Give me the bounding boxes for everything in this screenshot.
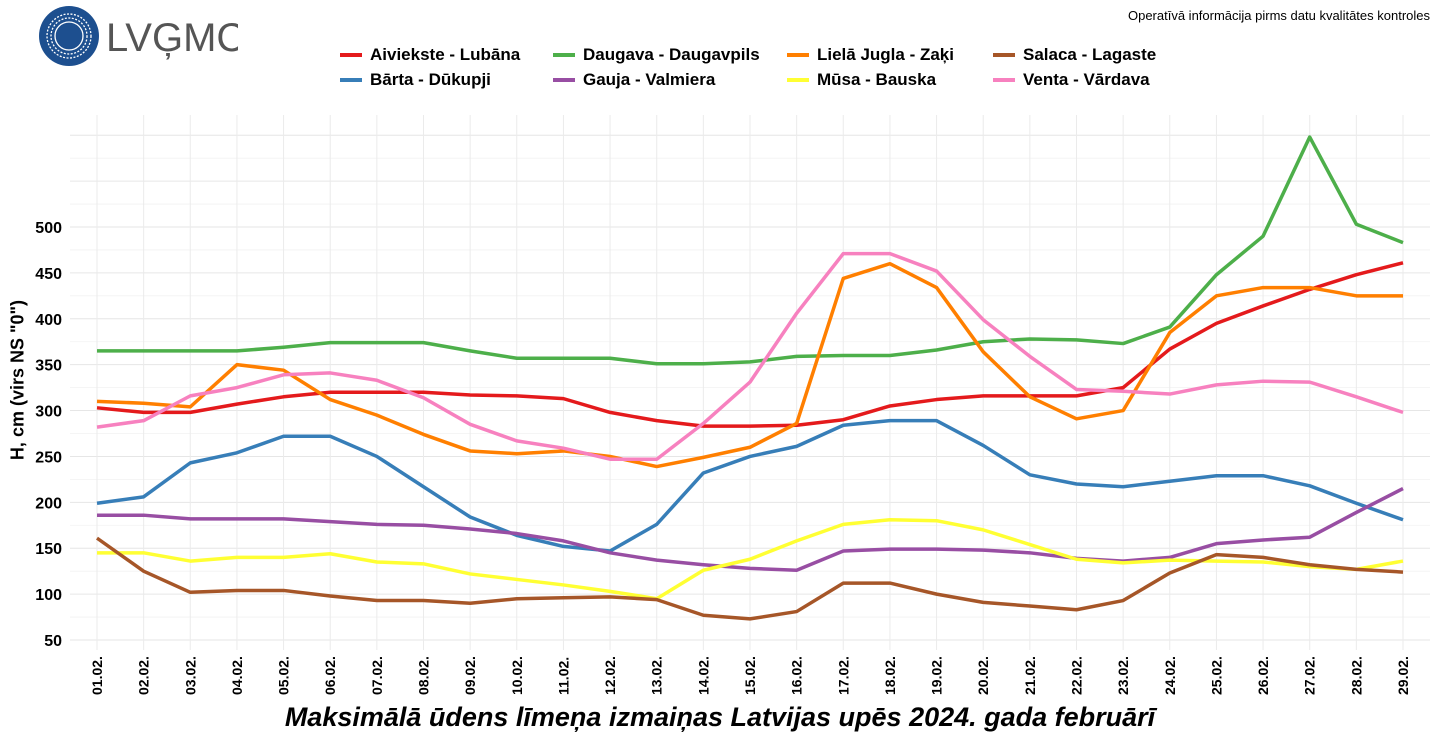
legend-item: Venta - Vārdava [993, 67, 1193, 92]
legend-label: Daugava - Daugavpils [583, 44, 760, 64]
x-tick-label: 02.02. [136, 656, 152, 695]
y-tick-label: 50 [44, 633, 62, 650]
x-tick-label: 26.02. [1255, 656, 1271, 695]
disclaimer-note: Operatīvā informācija pirms datu kvalitā… [1127, 8, 1430, 23]
legend-item: Daugava - Daugavpils [553, 42, 787, 67]
x-tick-label: 24.02. [1162, 656, 1178, 695]
x-tick-label: 17.02. [835, 656, 851, 695]
series-line-aiviekste-lub-na [96, 261, 1404, 428]
legend-swatch [993, 77, 1015, 82]
legend-item: Lielā Jugla - Zaķi [787, 42, 993, 67]
y-axis-label: H, cm (virs NS "0") [7, 299, 28, 461]
series-line-salaca-lagaste [95, 536, 1404, 621]
legend-label: Bārta - Dūkupji [370, 69, 491, 89]
series-line-venta-v-rdava [96, 251, 1404, 461]
x-tick-label: 29.02. [1395, 656, 1411, 695]
y-tick-label: 150 [35, 541, 62, 558]
x-tick-label: 28.02. [1348, 656, 1364, 695]
legend-swatch [787, 77, 809, 82]
x-tick-label: 08.02. [416, 656, 432, 695]
x-tick-label: 07.02. [369, 656, 385, 695]
x-tick-label: 18.02. [882, 656, 898, 695]
legend-item: Mūsa - Bauska [787, 67, 993, 92]
x-tick-label: 05.02. [276, 656, 292, 695]
x-tick-label: 27.02. [1302, 656, 1318, 695]
legend-swatch [787, 52, 809, 57]
y-tick-label: 250 [35, 449, 62, 466]
series-line-b-rta-d-kupji [96, 418, 1404, 553]
y-tick-label: 400 [35, 312, 62, 329]
chart-title: Maksimālā ūdens līmeņa izmaiņas Latvijas… [284, 702, 1156, 732]
x-tick-label: 19.02. [929, 656, 945, 695]
x-tick-label: 01.02. [89, 656, 105, 695]
legend-item: Gauja - Valmiera [553, 67, 787, 92]
x-tick-label: 06.02. [322, 656, 338, 695]
series-line-gauja-valmiera [97, 487, 1404, 573]
svg-text:LVĢMC: LVĢMC [106, 16, 238, 60]
y-tick-label: 200 [35, 495, 62, 512]
lvgmc-logo: LVĢMC [38, 5, 245, 67]
legend-item: Aiviekste - Lubāna [340, 42, 553, 67]
legend-label: Aiviekste - Lubāna [370, 44, 521, 64]
legend-swatch [553, 77, 575, 82]
x-tick-label: 13.02. [649, 656, 665, 695]
x-tick-label: 10.02. [509, 656, 525, 695]
y-tick-label: 500 [35, 220, 62, 237]
series-line-m-sa-bauska [97, 518, 1404, 601]
legend: Aiviekste - Lubāna Bārta - Dūkupji Daugava… [340, 42, 1193, 92]
x-tick-label: 21.02. [1022, 656, 1038, 695]
legend-swatch [993, 52, 1015, 57]
series-line-liel-jugla-za-i [96, 261, 1403, 469]
legend-swatch [340, 52, 362, 57]
logo-globe-icon: LVĢMC [39, 6, 245, 66]
y-tick-label: 350 [35, 358, 62, 375]
legend-item: Bārta - Dūkupji [340, 67, 553, 92]
x-tick-label: 11.02. [555, 657, 571, 695]
legend-label: Salaca - Lagaste [1023, 44, 1157, 64]
series-line-daugava-daugavpils [97, 135, 1404, 366]
x-tick-label: 03.02. [182, 656, 198, 695]
legend-label: Lielā Jugla - Zaķi [817, 44, 954, 64]
y-tick-label: 300 [35, 404, 62, 421]
x-tick-label: 20.02. [975, 656, 991, 695]
x-tick-label: 25.02. [1208, 656, 1224, 695]
y-tick-label: 450 [35, 266, 62, 283]
legend-label: Gauja - Valmiera [583, 69, 716, 89]
x-tick-label: 09.02. [462, 656, 478, 695]
x-tick-label: 23.02. [1115, 656, 1131, 695]
x-tick-label: 16.02. [789, 656, 805, 695]
x-tick-label: 12.02. [602, 656, 618, 695]
x-tick-label: 04.02. [229, 656, 245, 695]
y-tick-label: 100 [35, 587, 62, 604]
legend-item: Salaca - Lagaste [993, 42, 1193, 67]
legend-swatch [340, 77, 362, 82]
x-tick-label: 14.02. [695, 656, 711, 695]
legend-label: Mūsa - Bauska [817, 69, 937, 89]
x-tick-label: 15.02. [742, 656, 758, 695]
x-tick-label: 22.02. [1069, 656, 1085, 695]
legend-swatch [553, 52, 575, 57]
legend-label: Venta - Vārdava [1023, 69, 1150, 89]
